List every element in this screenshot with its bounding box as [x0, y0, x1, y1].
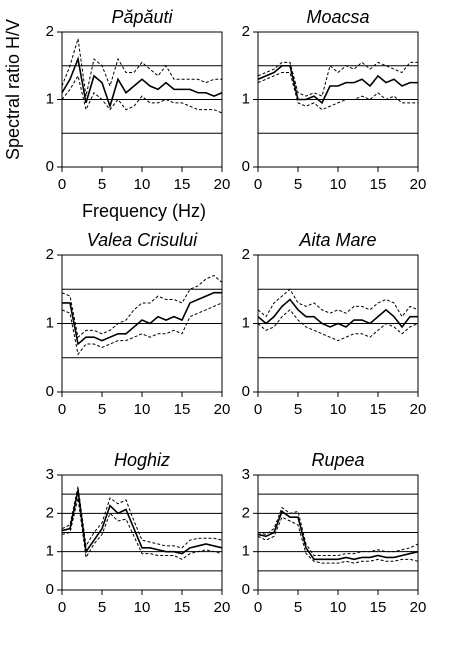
bound-line	[61, 302, 223, 356]
mean-line	[257, 64, 418, 105]
y-tick-label: 2	[46, 504, 54, 521]
x-tick-label: 20	[410, 599, 427, 616]
x-tick-label: 5	[294, 599, 302, 616]
x-tick-label: 5	[294, 401, 302, 418]
y-tick-label: 1	[242, 90, 250, 107]
bound-line	[61, 274, 223, 339]
y-tick-label: 2	[242, 23, 250, 40]
y-tick-label: 2	[46, 246, 54, 263]
y-tick-label: 0	[242, 383, 250, 400]
y-tick-label: 1	[242, 314, 250, 331]
mean-line	[257, 298, 418, 329]
x-tick-label: 0	[58, 176, 66, 193]
x-tick-label: 20	[214, 176, 231, 193]
y-tick-label: 2	[46, 23, 54, 40]
x-tick-label: 0	[58, 401, 66, 418]
y-axis-label: Spectral ratio H/V	[3, 19, 23, 160]
chart-title: Moacsa	[306, 7, 369, 27]
x-tick-label: 20	[214, 599, 231, 616]
x-tick-label: 0	[254, 599, 262, 616]
y-tick-label: 0	[46, 158, 54, 175]
x-tick-label: 10	[134, 401, 151, 418]
bound-line	[61, 38, 222, 97]
y-tick-label: 1	[46, 314, 54, 331]
bound-line	[257, 61, 418, 97]
y-tick-label: 1	[242, 543, 250, 560]
x-axis-label: Frequency (Hz)	[82, 201, 206, 221]
x-tick-label: 15	[174, 401, 191, 418]
x-tick-label: 5	[294, 176, 302, 193]
x-tick-label: 15	[174, 599, 191, 616]
x-tick-label: 15	[370, 401, 387, 418]
x-tick-label: 5	[98, 401, 106, 418]
bound-line	[61, 486, 223, 549]
panel: Hoghiz 0 1 2 3 0 5 10 15 20	[46, 450, 231, 616]
x-tick-label: 5	[98, 176, 106, 193]
chart-title: Păpăuti	[111, 7, 173, 27]
y-tick-label: 2	[242, 504, 250, 521]
x-tick-label: 15	[370, 599, 387, 616]
mean-line	[62, 291, 222, 346]
x-tick-label: 10	[330, 599, 347, 616]
x-tick-label: 20	[410, 401, 427, 418]
mean-line	[61, 56, 223, 109]
chart-title: Aita Mare	[298, 230, 376, 250]
x-tick-label: 10	[134, 599, 151, 616]
bound-line	[61, 497, 223, 560]
x-tick-label: 20	[214, 401, 231, 418]
y-tick-label: 0	[46, 383, 54, 400]
bound-line	[257, 506, 419, 556]
mean-line	[257, 510, 419, 561]
y-tick-label: 3	[46, 466, 54, 483]
mean-line	[61, 490, 223, 555]
y-tick-label: 0	[242, 158, 250, 175]
x-tick-label: 0	[254, 176, 262, 193]
y-tick-label: 1	[46, 543, 54, 560]
x-tick-label: 15	[370, 176, 387, 193]
x-tick-label: 15	[174, 176, 191, 193]
x-tick-label: 10	[330, 176, 347, 193]
y-tick-label: 0	[242, 581, 250, 598]
bound-line	[257, 72, 418, 111]
x-tick-label: 10	[134, 176, 151, 193]
x-tick-label: 0	[254, 401, 262, 418]
panel: Rupea 0 1 2 3 0 5 10 15 20	[242, 450, 427, 616]
y-tick-label: 2	[242, 246, 250, 263]
bound-line	[257, 309, 419, 342]
chart-title: Hoghiz	[114, 450, 170, 470]
chart-title: Valea Crisului	[87, 230, 198, 250]
chart-title: Rupea	[311, 450, 364, 470]
bound-line	[257, 288, 419, 318]
x-tick-label: 10	[330, 401, 347, 418]
y-tick-label: 3	[242, 466, 250, 483]
bound-line	[61, 74, 223, 114]
y-tick-label: 0	[46, 581, 54, 598]
x-tick-label: 20	[410, 176, 427, 193]
x-tick-label: 5	[98, 599, 106, 616]
x-tick-label: 0	[58, 599, 66, 616]
bound-line	[257, 516, 419, 564]
y-tick-label: 1	[46, 90, 54, 107]
